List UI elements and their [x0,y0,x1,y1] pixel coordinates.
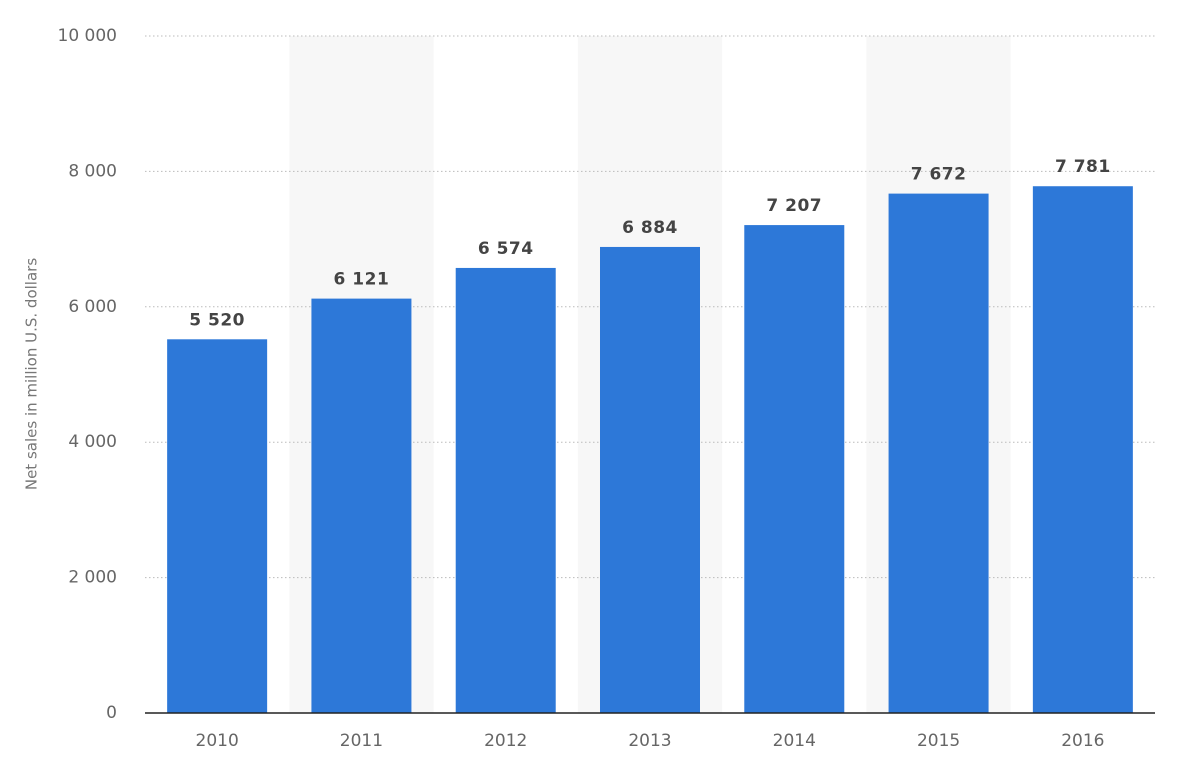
value-label: 7 781 [1055,157,1111,177]
y-tick-label: 6 000 [68,297,117,317]
value-label: 6 121 [334,270,390,290]
x-tick-label: 2010 [196,731,239,751]
value-label: 7 207 [766,196,822,216]
y-tick-label: 4 000 [68,432,117,452]
value-label: 6 574 [478,239,534,259]
x-tick-label: 2015 [917,731,960,751]
bar [455,267,556,713]
value-label: 5 520 [189,310,245,330]
x-tick-label: 2011 [340,731,383,751]
bar [1032,186,1133,713]
y-axis-title: Net sales in million U.S. dollars [23,258,41,490]
x-tick-label: 2012 [484,731,527,751]
bar [167,339,268,713]
bar [888,193,989,714]
x-tick-label: 2014 [773,731,816,751]
value-label: 6 884 [622,218,678,238]
bar [311,298,412,713]
x-tick-label: 2016 [1061,731,1104,751]
y-tick-label: 10 000 [58,26,117,46]
y-tick-label: 2 000 [68,568,117,588]
value-label: 7 672 [911,165,967,185]
x-tick-label: 2013 [628,731,671,751]
y-tick-label: 8 000 [68,161,117,181]
bar [600,246,700,714]
bar [744,225,845,713]
y-tick-label: 0 [106,703,117,723]
